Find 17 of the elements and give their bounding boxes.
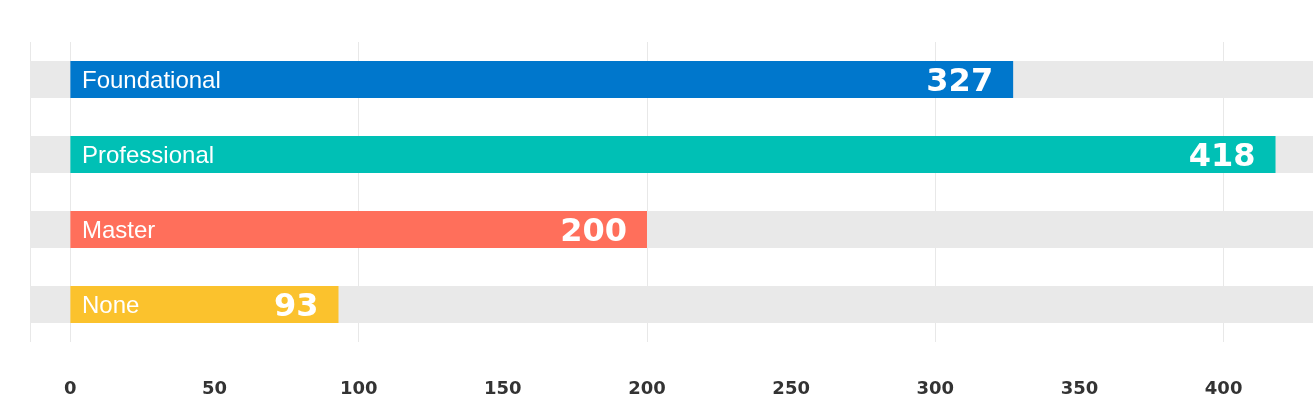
data-label: 200 <box>560 210 627 249</box>
x-tick-label: 250 <box>772 376 810 398</box>
data-label: 327 <box>926 60 994 99</box>
x-tick-label: 400 <box>1204 376 1243 398</box>
data-label: 418 <box>1188 135 1256 174</box>
x-tick-label: 300 <box>916 376 955 398</box>
y-tick-label: None <box>82 291 140 318</box>
x-tick-label: 100 <box>339 376 378 398</box>
x-tick-label: 0 <box>64 376 77 398</box>
y-tick-label: Foundational <box>82 66 221 93</box>
x-tick-label: 50 <box>201 376 228 398</box>
data-label: 93 <box>273 285 319 324</box>
x-tick-label: 200 <box>628 376 666 398</box>
x-tick-label: 150 <box>484 376 522 398</box>
x-tick-label: 350 <box>1060 376 1099 398</box>
y-tick-label: Master <box>82 216 156 243</box>
y-tick-label: Professional <box>82 141 215 168</box>
